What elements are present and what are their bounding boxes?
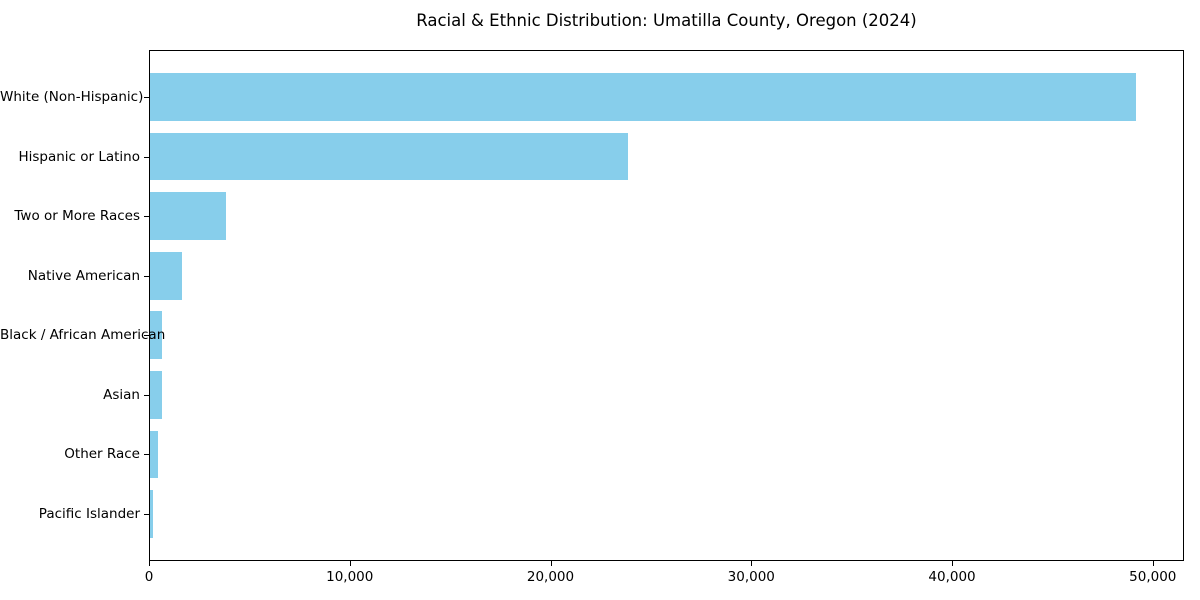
x-tick-mark (349, 561, 351, 566)
bar-white-non-hispanic (150, 73, 1136, 121)
bar-other-race (150, 430, 159, 479)
bar-native-american (150, 251, 183, 300)
y-tick-label-other-race: Other Race (64, 446, 140, 463)
y-tick-label-black-african-american: Black / African American (0, 327, 166, 344)
bar-asian (150, 371, 163, 419)
y-tick-mark (144, 394, 149, 396)
y-tick-label-native-american: Native American (27, 267, 140, 284)
bar-hispanic-or-latino (150, 132, 628, 181)
plot-area (149, 50, 1184, 561)
x-tick-mark (751, 561, 753, 566)
y-tick-label-pacific-islander: Pacific Islander (38, 505, 140, 522)
y-tick-mark (144, 97, 149, 99)
x-tick-mark (550, 561, 552, 566)
x-tick-label: 40,000 (928, 569, 976, 585)
y-tick-mark (144, 335, 149, 337)
y-tick-mark (144, 156, 149, 158)
y-tick-mark (144, 513, 149, 515)
bar-black-african-american (150, 311, 163, 360)
x-tick-label: 20,000 (526, 569, 575, 585)
bar-pacific-islander (150, 490, 154, 538)
y-tick-mark (144, 275, 149, 277)
x-tick-label: 30,000 (727, 569, 775, 585)
y-tick-label-two-or-more-races: Two or More Races (14, 208, 140, 225)
x-tick-label: 0 (144, 569, 154, 585)
chart-title: Racial & Ethnic Distribution: Umatilla C… (416, 11, 917, 30)
x-tick-label: 50,000 (1129, 569, 1177, 585)
y-tick-mark (144, 216, 149, 218)
y-tick-mark (144, 454, 149, 456)
x-tick-mark (952, 561, 954, 566)
y-tick-label-asian: Asian (103, 386, 140, 403)
bar-two-or-more-races (150, 192, 227, 240)
x-tick-mark (149, 561, 150, 566)
y-tick-label-white-non-hispanic: White (Non-Hispanic) (0, 89, 144, 106)
x-tick-mark (1152, 561, 1154, 566)
y-tick-label-hispanic-or-latino: Hispanic or Latino (18, 148, 140, 165)
x-tick-label: 10,000 (326, 569, 374, 585)
